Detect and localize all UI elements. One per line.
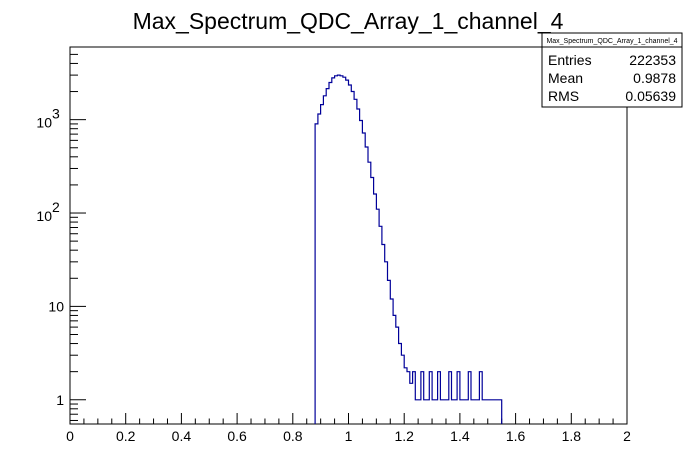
x-axis: 0 0.2 0.4 0.6 0.8 1 1.2 1.4 1.6 1.8 2 [66,413,631,444]
stats-rms-label: RMS [548,88,579,104]
stats-box: Max_Spectrum_QDC_Array_1_channel_4 Entri… [541,32,683,108]
x-tick-label: 0.6 [227,428,247,444]
x-tick-label: 1.6 [506,428,526,444]
stats-mean-label: Mean [548,70,583,86]
y-tick-label-base: 10 [36,115,52,131]
x-tick-label: 0 [66,428,74,444]
y-tick-label-exponent: 2 [52,199,60,215]
stats-mean-value: 0.9878 [633,70,676,86]
stats-entries-label: Entries [548,52,592,68]
x-tick-label: 1.8 [562,428,582,444]
x-tick-label: 2 [623,428,631,444]
y-tick-label: 1 [56,392,64,408]
histogram-series-line [314,74,503,424]
x-tick-label: 0.2 [116,428,136,444]
x-tick-label: 1.2 [394,428,414,444]
x-tick-label: 0.4 [172,428,192,444]
chart-title: Max_Spectrum_QDC_Array_1_channel_4 [133,8,564,34]
stats-entries-value: 222353 [629,52,676,68]
x-tick-label: 1 [345,428,353,444]
y-tick-label-base: 10 [36,208,52,224]
y-tick-label: 10 [48,298,64,314]
y-tick-label-exponent: 3 [52,106,60,122]
stats-rms-value: 0.05639 [625,88,676,104]
stats-box-frame [541,32,683,108]
x-tick-label: 0.8 [283,428,303,444]
x-tick-label: 1.4 [450,428,470,444]
stats-box-title: Max_Spectrum_QDC_Array_1_channel_4 [546,38,677,45]
